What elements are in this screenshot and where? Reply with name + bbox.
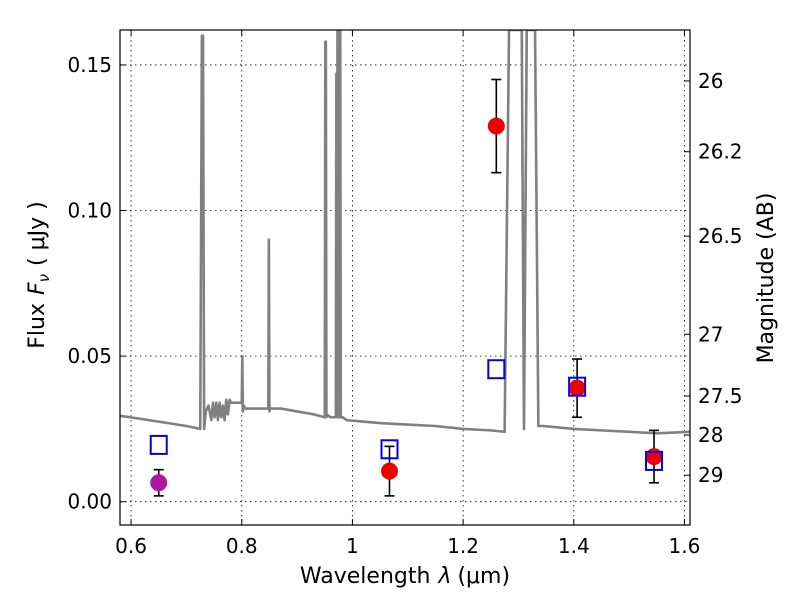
plot-frame [119, 29, 691, 526]
observed-flux-point [381, 462, 399, 480]
observed-flux-point [150, 474, 168, 492]
ticks: 0.6 0.8 1 1.2 1.4 1.6 0.00 0.05 0.10 0.15 26 26.2 26… [67, 30, 743, 558]
y-tick-label: 0.00 [67, 490, 112, 514]
magnitude-tick-label: 26.2 [698, 140, 743, 164]
model-photometry-square [568, 376, 587, 397]
y-tick-label: 0.10 [67, 199, 112, 223]
x-tick-label: 1 [346, 534, 359, 558]
observed-flux-point [568, 379, 586, 397]
x-tick-label: 1.4 [558, 534, 590, 558]
model-spectrum-line [120, 30, 690, 435]
magnitude-tick-label: 26 [698, 69, 723, 93]
magnitude-tick-label: 28 [698, 423, 723, 447]
magnitude-tick-label: 27 [698, 322, 723, 346]
y2-axis-label: Magnitude (AB) [754, 193, 779, 364]
magnitude-tick-label: 26.5 [698, 224, 743, 248]
y-tick-label: 0.15 [67, 53, 112, 77]
model-photometry-square [487, 359, 506, 380]
x-tick-label: 1.6 [669, 534, 701, 558]
magnitude-tick-label: 29 [698, 463, 723, 487]
grid [120, 30, 690, 525]
plot-area [120, 30, 690, 497]
x-axis-label: Wavelength λ (μm) [300, 564, 510, 589]
y-axis-label: FluxFν( μJy ) [25, 201, 53, 348]
x-tick-label: 0.8 [226, 534, 258, 558]
magnitude-tick-label: 27.5 [698, 384, 743, 408]
x-tick-label: 1.2 [447, 534, 479, 558]
x-tick-label: 0.6 [115, 534, 147, 558]
model-photometry-square [149, 434, 168, 455]
observed-flux-point [487, 117, 505, 135]
y-tick-label: 0.05 [67, 344, 112, 368]
model-photometry-square [380, 439, 399, 460]
model-photometry-square [645, 450, 664, 471]
